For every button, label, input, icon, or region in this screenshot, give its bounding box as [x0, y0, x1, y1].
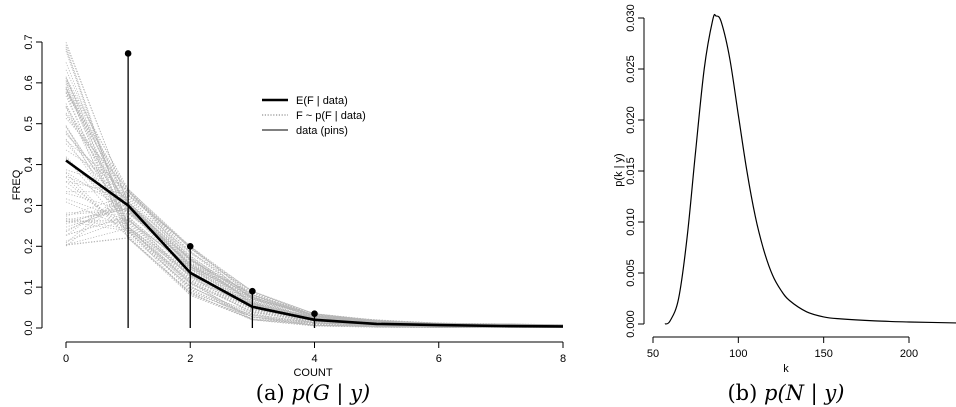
posterior-sample-line — [65, 176, 564, 326]
posterior-sample-line — [65, 42, 564, 326]
posterior-sample-line — [65, 186, 564, 328]
posterior-sample-line — [65, 86, 564, 328]
panel-a-y-tick-label: 0.0 — [23, 320, 35, 335]
posterior-sample-line — [65, 82, 564, 327]
panel-a-mean-line — [65, 159, 564, 328]
data-pin-head — [311, 310, 318, 318]
panel-a-y-tick-label: 0.7 — [23, 34, 35, 49]
panel-a-caption-label: (a) — [256, 381, 292, 405]
posterior-sample-line — [65, 216, 564, 327]
panel-a-legend: E(F | data) F ~ p(F | data) data (pins) — [262, 95, 366, 137]
data-pin-head — [124, 50, 132, 57]
posterior-sample-line — [65, 87, 564, 328]
panel-a-caption-math: p(G | y) — [291, 381, 370, 406]
posterior-sample-line — [65, 194, 564, 326]
panel-b-x-ticks: 50 100 150 200 — [647, 337, 918, 360]
posterior-sample-line — [65, 177, 563, 329]
posterior-sample-line — [65, 160, 564, 327]
panel-b-y-tick-label: 0.010 — [625, 208, 637, 236]
posterior-sample-line — [65, 125, 564, 329]
posterior-sample-line — [65, 206, 564, 327]
legend-samples-label: F ~ p(F | data) — [296, 110, 366, 122]
panel-b-x-tick-label: 100 — [729, 348, 747, 360]
panel-b-density-curve — [664, 13, 956, 325]
panel-b-posterior-k-chart: 0.000 0.005 0.010 0.015 0.020 0.025 0.030 50 10… — [613, 4, 956, 406]
panel-b-y-tick-label: 0.005 — [625, 259, 637, 287]
panel-b-y-tick-label: 0.020 — [625, 106, 637, 134]
posterior-sample-line — [65, 218, 564, 327]
posterior-sample-line — [65, 203, 564, 327]
posterior-sample-line — [65, 215, 564, 327]
panel-a-caption: (a) p(G | y) — [256, 381, 371, 406]
posterior-sample-line — [65, 44, 564, 327]
panel-a-x-ticks: 0 2 4 6 8 — [63, 342, 566, 365]
posterior-sample-line — [65, 208, 564, 327]
posterior-sample-line — [65, 140, 564, 326]
posterior-sample-line — [65, 69, 564, 327]
panel-b-y-tick-label: 0.025 — [625, 55, 637, 83]
panel-a-x-tick-label: 2 — [187, 353, 193, 365]
panel-a-y-tick-label: 0.6 — [23, 75, 35, 90]
panel-a-x-tick-label: 8 — [560, 353, 566, 365]
data-pin-head — [249, 287, 256, 295]
panel-b-caption-math: p(N | y) — [764, 381, 845, 406]
posterior-sample-line — [65, 143, 564, 326]
panel-b-y-tick-label: 0.030 — [625, 4, 637, 32]
panel-a-posterior-samples — [65, 42, 564, 329]
panel-a-y-tick-label: 0.4 — [23, 157, 35, 172]
posterior-sample-line — [65, 190, 564, 326]
posterior-sample-line — [65, 125, 564, 327]
panel-b-y-axis-label: p(k | y) — [613, 153, 625, 186]
posterior-sample-line — [65, 181, 564, 329]
posterior-sample-line — [65, 172, 564, 328]
posterior-sample-line — [65, 237, 564, 329]
panel-b-caption: (b) p(N | y) — [727, 381, 844, 406]
legend-pins-label: data (pins) — [296, 125, 348, 137]
posterior-sample-line — [65, 191, 564, 326]
legend-mean-label: E(F | data) — [296, 95, 348, 107]
posterior-sample-line — [65, 46, 564, 328]
posterior-sample-line — [65, 156, 564, 327]
panel-b-caption-label: (b) — [727, 381, 764, 405]
posterior-sample-line — [65, 169, 564, 326]
panel-a-y-tick-label: 0.2 — [23, 239, 35, 254]
panel-a-frequency-chart: 0.0 0.1 0.2 0.3 0.4 0.5 0.6 0.7 0 2 4 6 8 FREQ COUN… — [11, 34, 566, 406]
panel-a-x-tick-label: 6 — [436, 353, 442, 365]
posterior-sample-line — [65, 138, 564, 328]
panel-a-x-axis-label: COUNT — [293, 367, 332, 379]
panel-a-data-pins — [124, 50, 318, 328]
panel-b-x-tick-label: 150 — [814, 348, 832, 360]
panel-a-y-tick-label: 0.3 — [23, 198, 35, 213]
posterior-sample-line — [65, 105, 564, 328]
mean-frequency-line — [65, 159, 564, 328]
posterior-sample-line — [65, 130, 563, 328]
panel-b-y-ticks: 0.000 0.005 0.010 0.015 0.020 0.025 0.030 — [625, 4, 644, 338]
panel-b-x-axis-label: k — [783, 363, 789, 375]
posterior-sample-line — [65, 208, 564, 327]
panel-b-y-tick-label: 0.000 — [625, 310, 637, 338]
posterior-sample-line — [65, 194, 564, 326]
posterior-sample-line — [65, 48, 564, 327]
posterior-sample-line — [65, 50, 564, 327]
data-pin-head — [186, 242, 194, 250]
panel-a-x-tick-label: 4 — [311, 353, 317, 365]
posterior-sample-line — [65, 149, 564, 326]
posterior-sample-line — [65, 158, 564, 327]
panel-a-y-ticks: 0.0 0.1 0.2 0.3 0.4 0.5 0.6 0.7 — [23, 34, 42, 336]
panel-b-y-tick-label: 0.015 — [625, 157, 637, 185]
posterior-sample-line — [65, 208, 564, 326]
panel-a-y-axis-label: FREQ — [11, 169, 23, 200]
panel-a-x-tick-label: 0 — [63, 353, 69, 365]
posterior-sample-line — [65, 126, 564, 327]
panel-a-y-tick-label: 0.1 — [23, 279, 35, 294]
panel-b-x-tick-label: 50 — [647, 348, 659, 360]
posterior-density-curve — [664, 13, 956, 325]
panel-a-y-tick-label: 0.5 — [23, 116, 35, 131]
panel-b-x-tick-label: 200 — [900, 348, 918, 360]
